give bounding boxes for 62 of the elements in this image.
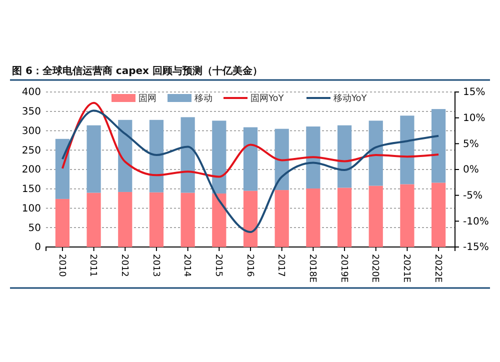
- bar: [180, 192, 195, 247]
- y-tick-label: 50: [28, 222, 41, 234]
- y2-tick-label: -15%: [463, 242, 489, 254]
- y2-tick-label: 0%: [463, 164, 479, 176]
- y-tick-label: 300: [22, 126, 41, 137]
- bar: [431, 182, 446, 247]
- bar: [149, 192, 164, 247]
- bar: [243, 190, 258, 247]
- bar: [368, 120, 383, 186]
- x-tick-label: 2022E: [432, 254, 442, 283]
- legend-label: 固网YoY: [250, 94, 284, 104]
- y-tick-label: 150: [22, 184, 41, 196]
- x-tick-label: 2020E: [370, 254, 380, 283]
- x-tick-label: 2019E: [338, 254, 348, 283]
- legend-label: 移动: [194, 93, 212, 104]
- y-tick-label: 200: [22, 164, 41, 176]
- line-series: [61, 110, 440, 234]
- bar: [306, 188, 320, 247]
- x-tick-label: 2018E: [307, 254, 318, 283]
- x-tick-label: 2017: [276, 254, 286, 277]
- chart-title: 图 6：全球电信运营商 capex 回顾与预测（十亿美金）: [12, 65, 262, 77]
- x-tick-label: 2021E: [401, 254, 412, 283]
- x-tick-label: 2010: [56, 254, 66, 278]
- bar: [274, 128, 289, 190]
- bar: [337, 188, 352, 247]
- line-series: [61, 102, 440, 178]
- y2-tick-label: 5%: [463, 138, 479, 150]
- bar: [118, 192, 132, 247]
- y-tick-label: 100: [22, 203, 41, 214]
- y2-tick-label: -5%: [463, 190, 482, 202]
- bar: [212, 120, 226, 194]
- bar: [212, 194, 226, 247]
- y-tick-label: 350: [22, 106, 41, 118]
- legend-label: 移动YoY: [334, 93, 368, 104]
- bar: [274, 190, 289, 247]
- bar: [368, 186, 383, 247]
- bar: [337, 125, 352, 188]
- bar: [400, 184, 414, 247]
- bar: [86, 125, 101, 193]
- bar: [55, 198, 70, 247]
- bar: [86, 192, 101, 247]
- bar: [149, 120, 164, 192]
- bar: [431, 109, 446, 183]
- x-tick-label: 2014: [182, 254, 192, 278]
- legend-label: 固网: [138, 94, 156, 104]
- y2-tick-label: 15%: [463, 87, 486, 98]
- x-tick-label: 2012: [118, 254, 129, 277]
- bar: [55, 138, 70, 199]
- bar: [180, 117, 195, 193]
- x-tick-label: 2015: [213, 254, 224, 277]
- x-tick-label: 2016: [244, 254, 254, 278]
- y2-tick-label: 10%: [463, 113, 486, 124]
- bar: [243, 127, 258, 191]
- bar: [400, 116, 414, 184]
- y-tick-label: 0: [34, 242, 41, 254]
- y2-tick-label: -10%: [463, 216, 489, 228]
- y-tick-label: 250: [22, 145, 41, 156]
- x-tick-label: 2013: [150, 254, 160, 277]
- y-tick-label: 400: [22, 87, 41, 98]
- x-tick-label: 2011: [88, 254, 98, 277]
- bar: [118, 120, 132, 192]
- bar: [306, 126, 320, 188]
